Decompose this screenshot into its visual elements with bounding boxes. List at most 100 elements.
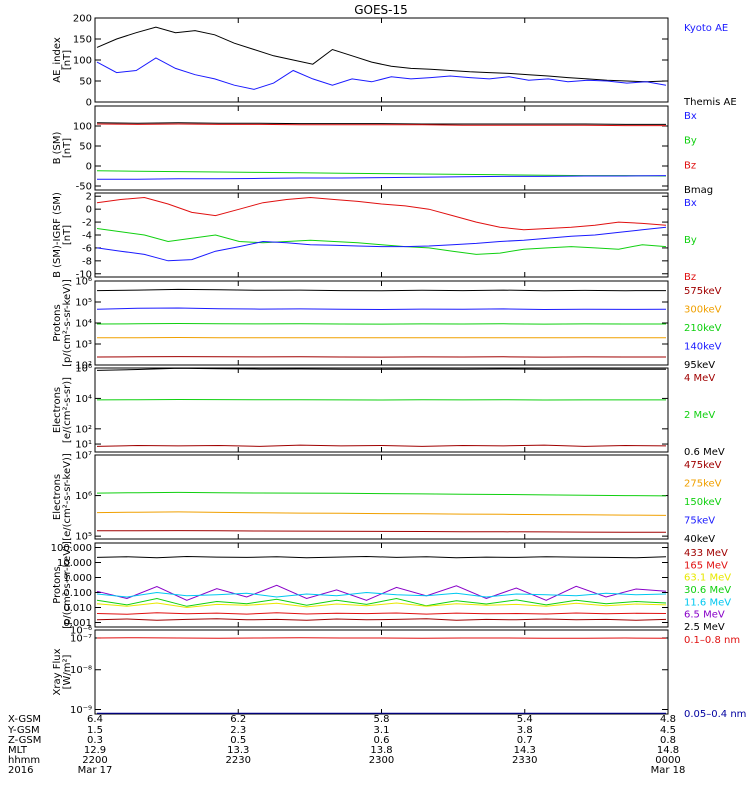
legend-entry: 140keV xyxy=(684,342,722,353)
y-tick-label: 10⁻⁷ xyxy=(70,633,92,644)
series-165-mev xyxy=(96,612,667,615)
series-bx xyxy=(96,226,667,262)
panel-frame xyxy=(94,367,669,453)
y-axis-label-line: B (SM)-IGRF (SM) xyxy=(52,192,63,278)
footer-row-label: MLT xyxy=(8,745,28,756)
legend-entry: Themis AE xyxy=(683,97,737,108)
footer-value: 2230 xyxy=(226,755,251,766)
legend-entry: 4 MeV xyxy=(684,373,715,384)
y-tick-label: -6 xyxy=(82,243,92,254)
series-210kev xyxy=(96,322,666,325)
legend-entry: 433 MeV xyxy=(684,548,728,559)
footer-value: 3.8 xyxy=(517,725,533,736)
footer-row-label: 2016 xyxy=(8,765,33,776)
y-tick-label: 10⁻⁹ xyxy=(70,705,92,716)
series-kyoto-ae xyxy=(96,57,667,90)
series-by xyxy=(96,170,667,177)
y-axis-label-line: Electrons xyxy=(52,387,63,433)
y-tick-label: 10² xyxy=(75,361,92,372)
legend-entry: Bz xyxy=(684,160,696,171)
series-bmag xyxy=(96,122,666,125)
y-axis-label-line: Electrons xyxy=(52,474,63,520)
panel-frame xyxy=(94,454,669,540)
series-2-mev xyxy=(96,398,666,401)
footer-value: 0.3 xyxy=(87,735,103,746)
y-tick-label: -50 xyxy=(76,182,92,193)
y-axis-label-line: B (SM) xyxy=(52,131,63,164)
y-tick-label: -4 xyxy=(82,231,92,242)
legend-entry: 165 MeV xyxy=(684,560,728,571)
legend-entry: 0.1–0.8 nm xyxy=(684,635,740,646)
footer-value: 13.3 xyxy=(227,745,249,756)
y-axis-label: Electrons [e/(cm²-s-sr-keV)] xyxy=(52,453,73,541)
footer-row-label: X-GSM xyxy=(8,714,41,725)
legend-entry: 210keV xyxy=(684,323,722,334)
y-tick-label: 100 xyxy=(73,122,92,133)
y-tick-label: 10⁷ xyxy=(75,451,92,462)
chart-title: GOES-15 xyxy=(354,3,408,17)
y-tick-label: 10.000 xyxy=(57,558,92,569)
footer-value: 3.1 xyxy=(374,725,390,736)
y-tick-label: -10 xyxy=(76,269,92,280)
legend-entry: Bx xyxy=(684,111,697,122)
footer-value: Mar 18 xyxy=(651,765,686,776)
footer-value: 0.7 xyxy=(517,735,533,746)
legend-entry: 475keV xyxy=(684,460,722,471)
footer-value: 0000 xyxy=(655,755,680,766)
legend-entry: By xyxy=(684,235,697,246)
panel-3: -10 -8 -6-4 -2 0 2 B (SM)-IGRF (SM) [nT] Bx By Bz xyxy=(52,192,697,283)
y-tick-label: 10⁶ xyxy=(75,491,92,502)
y-axis-label: Xray Flux [W/m²] xyxy=(52,648,73,695)
y-tick-label: 10⁶ xyxy=(75,277,92,288)
series-11-6-mev xyxy=(96,591,667,598)
y-tick-label: 0 xyxy=(86,205,92,216)
y-tick-label: 50 xyxy=(79,142,92,153)
series-433-mev xyxy=(96,618,667,621)
footer-value: 0.6 xyxy=(374,735,390,746)
y-axis-label-line: [nT] xyxy=(62,50,73,70)
y-tick-label: 0.010 xyxy=(63,603,92,614)
series-275kev xyxy=(96,511,667,516)
footer-value: 14.8 xyxy=(657,745,679,756)
legend-entry: 2.5 MeV xyxy=(684,622,725,633)
footer-value: 14.3 xyxy=(514,745,536,756)
y-axis-label-line: Protons xyxy=(52,566,63,603)
footer-value: 4.8 xyxy=(660,714,676,725)
y-tick-label: 10¹ xyxy=(75,440,92,451)
y-axis-label: B (SM) [nT] xyxy=(52,131,73,164)
y-tick-label: 150 xyxy=(73,35,92,46)
footer-value: 0.8 xyxy=(660,735,676,746)
panel-1: 0 50 100 150 200 AE_index [nT] Kyoto AE Themis A… xyxy=(52,14,737,109)
y-axis-label-line: [e/(cm²-s-sr)] xyxy=(62,377,73,443)
y-tick-label: 200 xyxy=(73,14,92,25)
y-tick-label: 10⁻⁶ xyxy=(70,626,92,637)
y-tick-label: -8 xyxy=(82,256,92,267)
panel-frame xyxy=(94,542,669,628)
legend-entry: 75keV xyxy=(684,516,715,527)
legend-entry: Bmag xyxy=(684,185,713,196)
footer-value: 2300 xyxy=(369,755,394,766)
series-0-6-mev xyxy=(96,367,666,371)
legend-entry: 275keV xyxy=(684,479,722,490)
legend-entry: 0.05–0.4 nm xyxy=(684,709,746,720)
legend-entry: 63.1 MeV xyxy=(684,573,731,584)
y-tick-label: 10⁴ xyxy=(75,319,92,330)
series-150kev xyxy=(96,491,667,497)
panel-frame xyxy=(94,192,669,278)
y-tick-label: 10⁴ xyxy=(75,394,92,405)
footer-value: 2200 xyxy=(82,755,107,766)
y-axis-label-line: Xray Flux xyxy=(52,648,63,695)
legend-entry: By xyxy=(684,136,697,147)
y-axis-label-line: Protons xyxy=(52,304,63,341)
panel-frame xyxy=(94,629,669,715)
footer-value: 0.5 xyxy=(230,735,246,746)
y-tick-label: 10² xyxy=(75,424,92,435)
legend-entry: Bz xyxy=(684,272,696,283)
ephemeris-footer: X-GSMY-GSMZ-GSMMLThhmm20166.41.50.312.92… xyxy=(7,714,685,776)
series-2-5-mev xyxy=(96,555,667,559)
footer-value: 2330 xyxy=(512,755,537,766)
